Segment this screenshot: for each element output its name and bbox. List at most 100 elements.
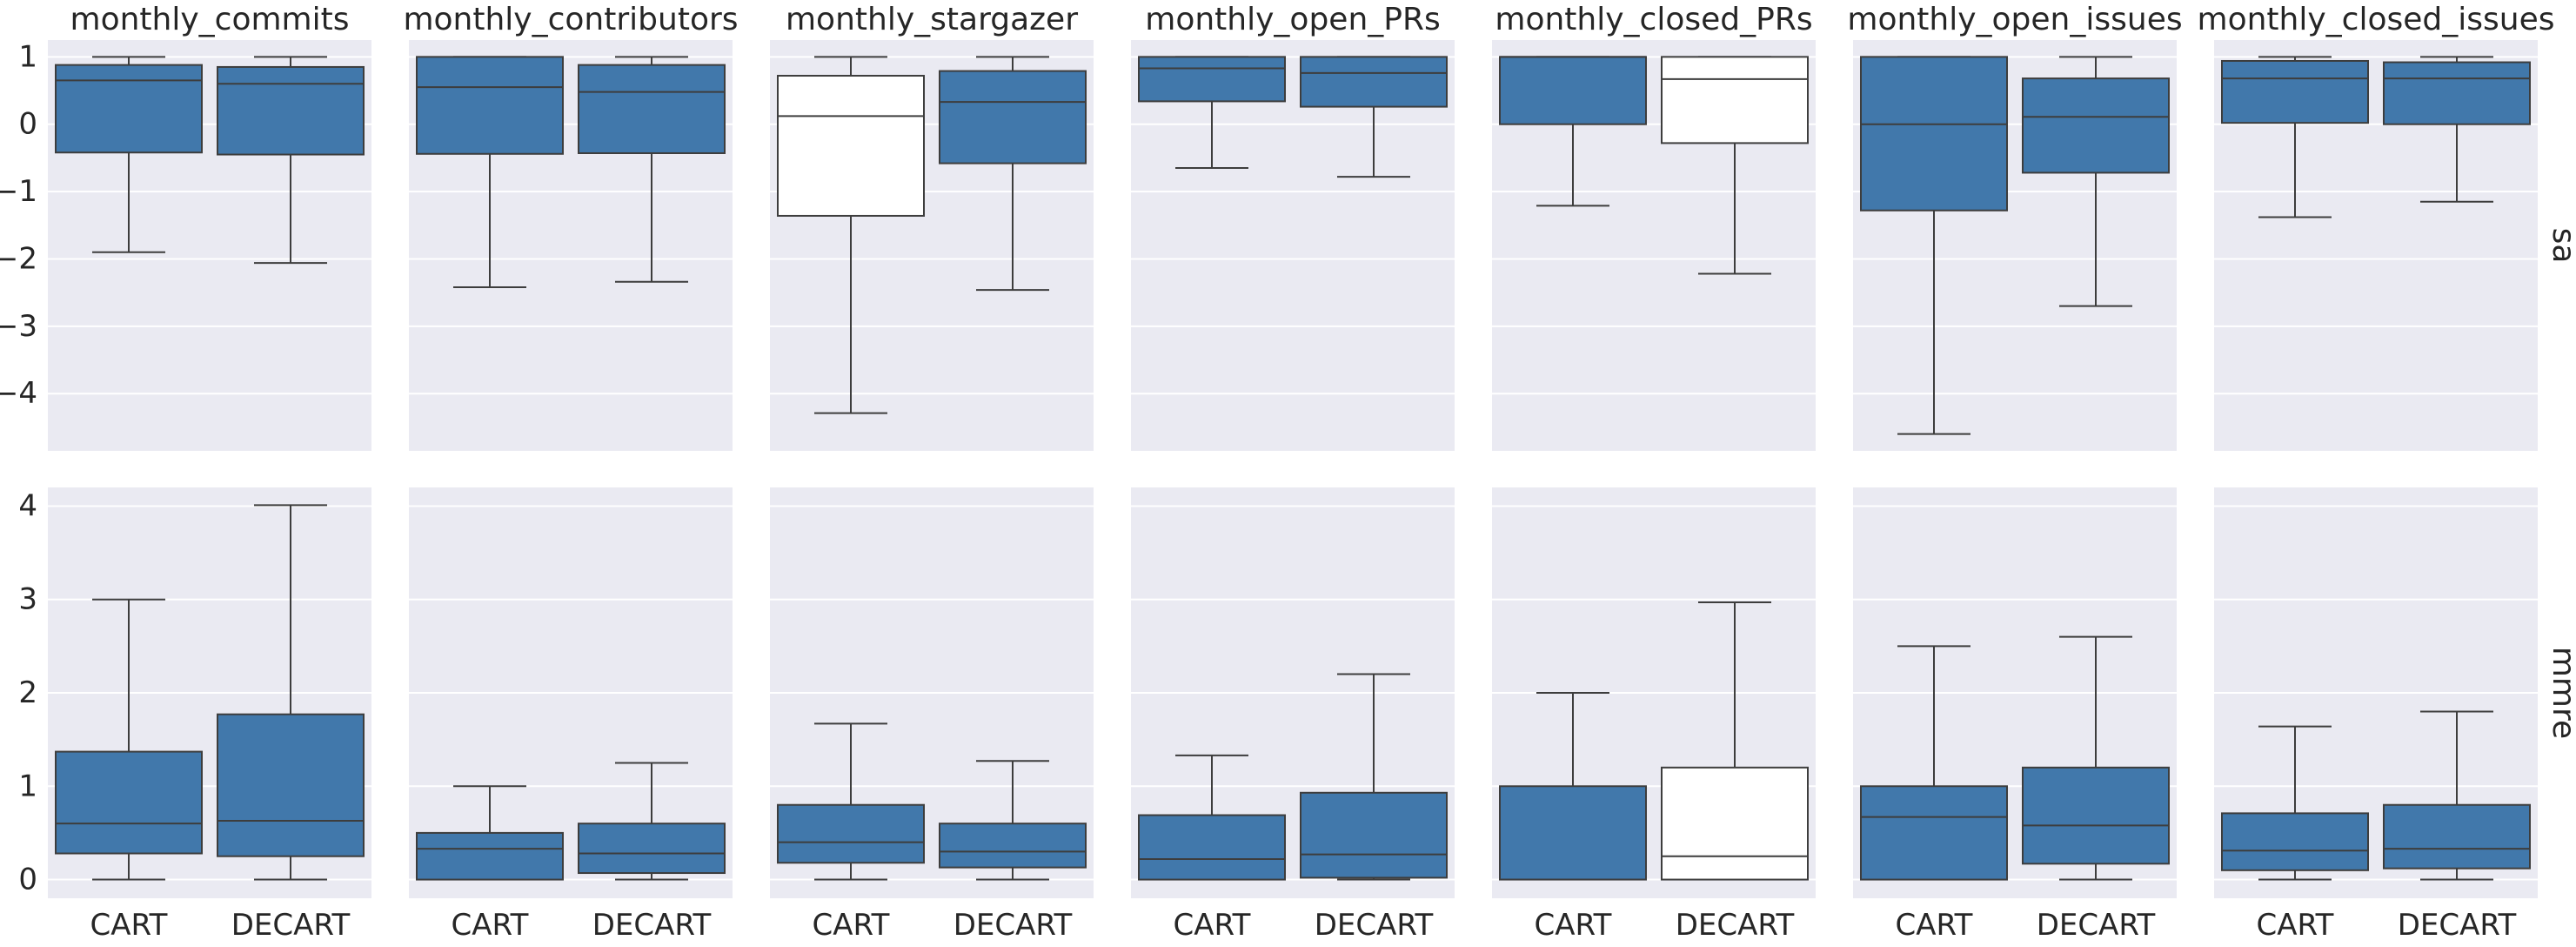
- y-tick-label: 1: [18, 39, 37, 74]
- box-CART: [55, 598, 203, 881]
- panel-monthly_open_PRs-mmre: [1131, 487, 1455, 898]
- box-body: [217, 65, 365, 156]
- panel-monthly_contributors-sa: [409, 40, 733, 451]
- box-DECART: [2022, 635, 2170, 881]
- box-body: [939, 70, 1087, 165]
- row-label-sa: sa: [2546, 228, 2576, 264]
- y-tick-label: −1: [0, 174, 37, 209]
- box-body: [55, 64, 203, 154]
- box-DECART: [2383, 710, 2531, 881]
- panel-monthly_stargazer-mmre: [770, 487, 1094, 898]
- column-title-monthly_open_issues: monthly_open_issues: [1847, 2, 2182, 37]
- box-body: [2221, 812, 2369, 871]
- box-DECART: [2022, 56, 2170, 307]
- x-tick-label: DECART: [2037, 908, 2156, 943]
- box-CART: [1499, 56, 1647, 207]
- box-body: [1499, 56, 1647, 125]
- box-CART: [55, 56, 203, 253]
- box-body: [2022, 77, 2170, 174]
- y-tick-label: 3: [18, 582, 37, 617]
- box-DECART: [939, 56, 1087, 292]
- y-tick-label: 2: [18, 675, 37, 710]
- box-CART: [1860, 56, 2008, 435]
- box-body: [1661, 766, 1809, 881]
- box-CART: [1138, 754, 1286, 881]
- panel-background: [1131, 40, 1455, 451]
- panel-monthly_commits-sa: [48, 40, 371, 451]
- box-body: [1499, 785, 1647, 881]
- box-CART: [777, 56, 925, 414]
- box-body: [55, 750, 203, 855]
- box-CART: [1860, 645, 2008, 881]
- column-title-monthly_open_PRs: monthly_open_PRs: [1145, 2, 1440, 37]
- x-tick-label: DECART: [953, 908, 1073, 943]
- x-tick-label: CART: [2257, 908, 2334, 943]
- panel-monthly_contributors-mmre: [409, 487, 733, 898]
- column-title-monthly_commits: monthly_commits: [70, 2, 350, 37]
- x-tick-label: DECART: [2398, 908, 2517, 943]
- box-DECART: [578, 762, 726, 881]
- x-tick-label: DECART: [1315, 908, 1434, 943]
- panel-monthly_open_issues-sa: [1853, 40, 2177, 451]
- box-CART: [416, 785, 564, 881]
- box-body: [1661, 56, 1809, 144]
- panel-monthly_open_issues-mmre: [1853, 487, 2177, 898]
- x-tick-label: CART: [1535, 908, 1612, 943]
- box-DECART: [217, 504, 365, 881]
- box-body: [416, 831, 564, 881]
- box-CART: [1138, 56, 1286, 170]
- x-tick-label: DECART: [231, 908, 351, 943]
- column-title-monthly_stargazer: monthly_stargazer: [786, 2, 1078, 37]
- box-CART: [416, 56, 564, 288]
- box-body: [777, 75, 925, 217]
- box-DECART: [1300, 56, 1448, 178]
- box-body: [2383, 61, 2531, 125]
- box-body: [416, 56, 564, 155]
- x-tick-label: CART: [1896, 908, 1973, 943]
- box-DECART: [2383, 56, 2531, 203]
- panel-monthly_closed_issues-mmre: [2214, 487, 2538, 898]
- y-tick-label: −3: [0, 309, 37, 344]
- panel-monthly_closed_PRs-mmre: [1492, 487, 1816, 898]
- panel-monthly_closed_issues-sa: [2214, 40, 2538, 451]
- box-body: [578, 823, 726, 875]
- row-label-mmre: mmre: [2546, 647, 2576, 739]
- y-tick-label: −4: [0, 376, 37, 411]
- box-body: [1300, 791, 1448, 879]
- panel-monthly_commits-mmre: [48, 487, 371, 898]
- y-tick-label: 1: [18, 769, 37, 803]
- column-title-monthly_closed_PRs: monthly_closed_PRs: [1495, 2, 1812, 37]
- panel-monthly_stargazer-sa: [770, 40, 1094, 451]
- box-CART: [1499, 692, 1647, 881]
- box-DECART: [1300, 673, 1448, 881]
- y-tick-label: −2: [0, 241, 37, 276]
- x-tick-label: DECART: [592, 908, 712, 943]
- box-DECART: [578, 56, 726, 283]
- box-CART: [777, 722, 925, 881]
- x-tick-label: CART: [1174, 908, 1251, 943]
- x-tick-label: CART: [452, 908, 529, 943]
- box-CART: [2221, 725, 2369, 881]
- box-DECART: [217, 56, 365, 265]
- box-DECART: [1661, 601, 1809, 881]
- x-tick-label: DECART: [1676, 908, 1795, 943]
- box-body: [939, 823, 1087, 869]
- box-body: [2022, 766, 2170, 865]
- y-tick-label: 0: [18, 863, 37, 897]
- box-DECART: [1661, 56, 1809, 275]
- panel-monthly_open_PRs-sa: [1131, 40, 1455, 451]
- box-body: [2221, 59, 2369, 124]
- y-tick-label: 0: [18, 107, 37, 142]
- panel-monthly_closed_PRs-sa: [1492, 40, 1816, 451]
- y-tick-label: 4: [18, 488, 37, 523]
- box-body: [578, 64, 726, 154]
- column-title-monthly_closed_issues: monthly_closed_issues: [2198, 2, 2555, 37]
- x-tick-label: CART: [90, 908, 168, 943]
- box-body: [1860, 785, 2008, 881]
- box-body: [2383, 803, 2531, 870]
- box-CART: [2221, 56, 2369, 218]
- column-title-monthly_contributors: monthly_contributors: [403, 2, 738, 37]
- box-body: [217, 713, 365, 857]
- box-body: [1138, 814, 1286, 881]
